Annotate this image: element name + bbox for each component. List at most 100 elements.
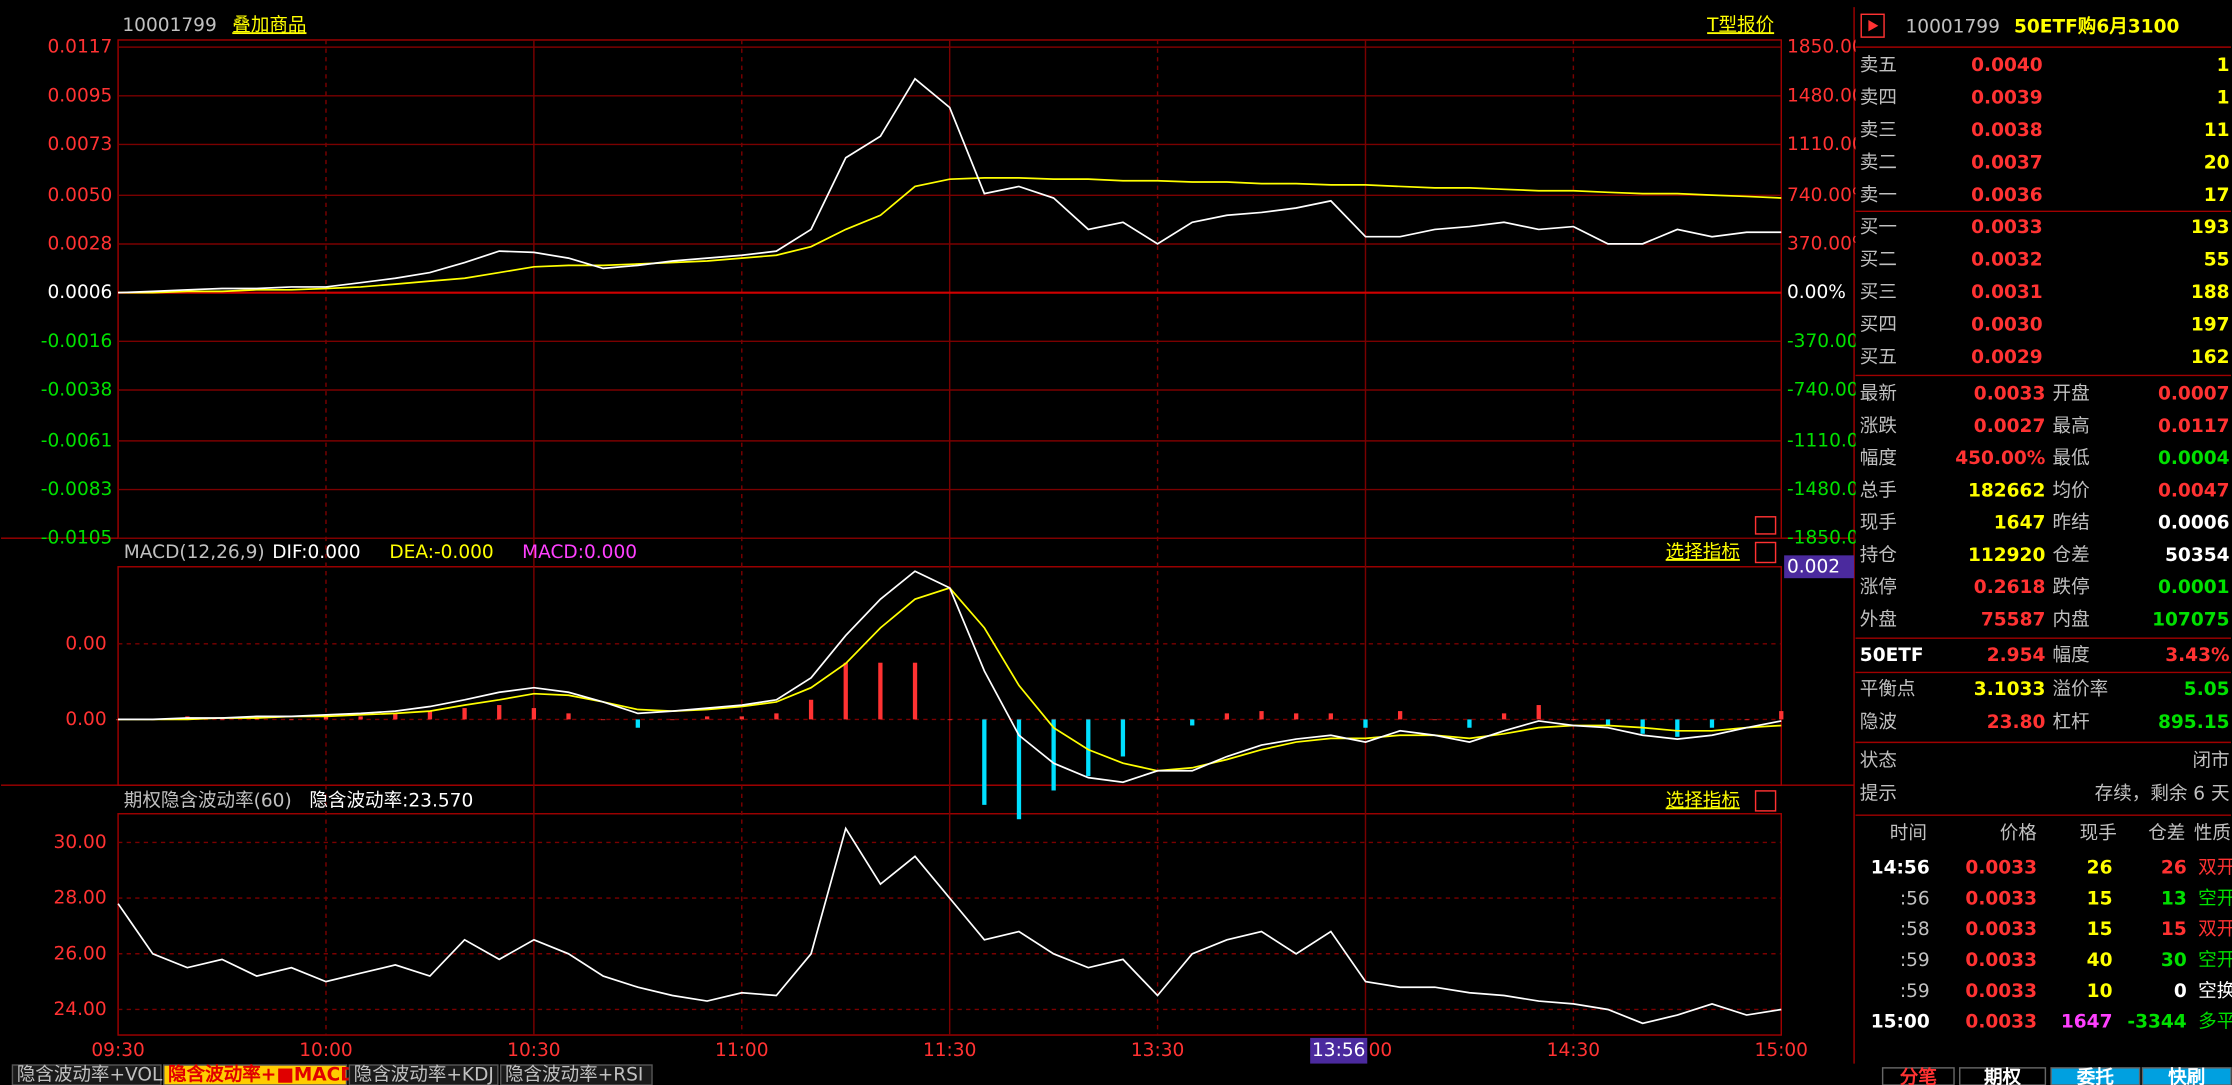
status-value: 存续，剩余 6 天 xyxy=(2095,783,2230,804)
macd-bar xyxy=(1536,705,1541,720)
stat-value: 107075 xyxy=(2152,609,2229,630)
underlying-name: 50ETF xyxy=(1860,645,1924,666)
panel-bg xyxy=(1855,7,2231,1085)
code: 10001799 xyxy=(122,15,216,36)
price-line xyxy=(118,77,1782,294)
macd-bar xyxy=(1709,719,1715,728)
dif-label: DIF:0.000 xyxy=(272,542,360,563)
macd-bar xyxy=(1294,713,1299,720)
quote-link[interactable]: T型报价 xyxy=(1706,15,1774,36)
macd-bar xyxy=(878,662,883,720)
x-tick-label: 11:00 xyxy=(715,1040,768,1061)
pct-tick-label: 740.00% xyxy=(1787,185,1870,206)
y-tick-label: -0.0105 xyxy=(41,528,113,549)
y-tick-label: 0.0117 xyxy=(47,37,112,58)
macd-bar xyxy=(1779,711,1784,720)
side-tab[interactable] xyxy=(1881,1067,1955,1085)
cursor-badge xyxy=(1310,1037,1368,1064)
overlay-link[interactable]: 叠加商品 xyxy=(232,15,306,36)
book-price: 0.0029 xyxy=(1971,347,2043,368)
macd-bar xyxy=(601,719,606,721)
stat-value: 3.1033 xyxy=(1974,679,2046,700)
stat-value: 23.80 xyxy=(1987,712,2046,733)
y-tick-label: 0.0073 xyxy=(47,134,112,155)
book-volume: 197 xyxy=(2191,314,2230,335)
trade-header: 性质 xyxy=(2194,823,2231,844)
book-label: 买四 xyxy=(1860,314,1897,335)
pct-tick-label: 0.00% xyxy=(1787,282,1846,303)
trade-type: 空换 xyxy=(2198,981,2232,1002)
macd-bar xyxy=(1605,719,1611,726)
stat-label: 仓差 xyxy=(2053,545,2090,566)
value-badge xyxy=(1784,555,1855,579)
stat-label: 持仓 xyxy=(1860,545,1897,566)
stat-label: 幅度 xyxy=(2053,645,2090,666)
y-tick-label: 26.00 xyxy=(54,943,107,964)
book-volume: 1 xyxy=(2217,88,2230,109)
iv-label: 隐含波动率:23.570 xyxy=(309,790,473,811)
macd-bar xyxy=(1328,713,1333,720)
macd-bar xyxy=(947,719,952,721)
trade-header: 仓差 xyxy=(2148,823,2185,844)
stat-label: 杠杆 xyxy=(2053,712,2090,733)
macd-bar xyxy=(1501,713,1507,720)
y-tick-label: -0.0038 xyxy=(41,380,113,401)
pct-tick-label: 370.00% xyxy=(1787,233,1870,254)
side-tab-label: 快刷 xyxy=(2168,1066,2205,1085)
side-tab[interactable] xyxy=(1959,1067,2047,1085)
stat-value: 0.0027 xyxy=(1974,416,2046,437)
macd-bar xyxy=(1086,719,1091,777)
select-indicator[interactable]: 选择指标 xyxy=(1666,790,1740,811)
side-tab-label: 委托 xyxy=(2076,1066,2115,1085)
tab[interactable] xyxy=(499,1064,653,1085)
trade-price: 0.0033 xyxy=(1965,919,2037,940)
macd-bar xyxy=(1259,711,1264,720)
stat-label: 最新 xyxy=(1860,384,1897,405)
side-tab[interactable] xyxy=(2141,1067,2232,1085)
side-tab-label: 期权 xyxy=(1984,1066,2022,1085)
book-price: 0.0038 xyxy=(1971,120,2043,141)
book-label: 买二 xyxy=(1860,250,1897,271)
macd-bar xyxy=(739,716,744,720)
trade-price: 0.0033 xyxy=(1965,888,2037,909)
macd-bar xyxy=(1467,719,1472,728)
stat-value: 0.0006 xyxy=(2158,513,2230,534)
tab[interactable] xyxy=(11,1064,162,1085)
macd-bar xyxy=(393,713,398,720)
macd-bar xyxy=(843,662,848,720)
stat-value: 5.05 xyxy=(2184,679,2230,700)
trade-type: 多平 xyxy=(2198,1012,2232,1033)
close-button[interactable] xyxy=(1754,790,1777,812)
dif-line xyxy=(118,570,1782,784)
trade-price: 0.0033 xyxy=(1965,1012,2037,1033)
select-indicator[interactable]: 选择指标 xyxy=(1666,542,1740,563)
macd-bar xyxy=(1675,719,1680,737)
macd-bar xyxy=(462,708,467,720)
tab[interactable] xyxy=(163,1064,348,1085)
book-price: 0.0032 xyxy=(1971,250,2043,271)
book-volume: 193 xyxy=(2191,217,2230,238)
stat-value: 0.0007 xyxy=(2158,384,2230,405)
stat-label: 昨结 xyxy=(2053,513,2090,534)
macd-bar xyxy=(774,713,779,720)
tab[interactable] xyxy=(348,1064,499,1085)
stat-label: 内盘 xyxy=(2053,609,2090,630)
macd-bar xyxy=(1051,719,1056,791)
macd-bar xyxy=(1120,719,1126,757)
underlying-change: 3.43% xyxy=(2165,645,2229,666)
scroll-up xyxy=(1754,516,1777,535)
book-price: 0.0036 xyxy=(1971,185,2043,206)
x-tick-label: 10:00 xyxy=(299,1040,352,1061)
book-price: 0.0031 xyxy=(1971,282,2043,303)
close-button[interactable] xyxy=(1754,541,1777,564)
book-label: 卖三 xyxy=(1860,120,1897,141)
trade-volume: 26 xyxy=(2087,858,2113,879)
stat-label: 幅度 xyxy=(1860,448,1897,469)
y-tick-label: -0.0083 xyxy=(41,479,113,500)
macd-label: MACD:0.000 xyxy=(522,542,637,563)
stat-value: 75587 xyxy=(1981,609,2046,630)
stat-label: 涨停 xyxy=(1860,577,1897,598)
side-tab[interactable] xyxy=(2050,1067,2141,1085)
stat-value: 0.0033 xyxy=(1974,384,2046,405)
y-tick-label: 0.00 xyxy=(65,709,106,730)
